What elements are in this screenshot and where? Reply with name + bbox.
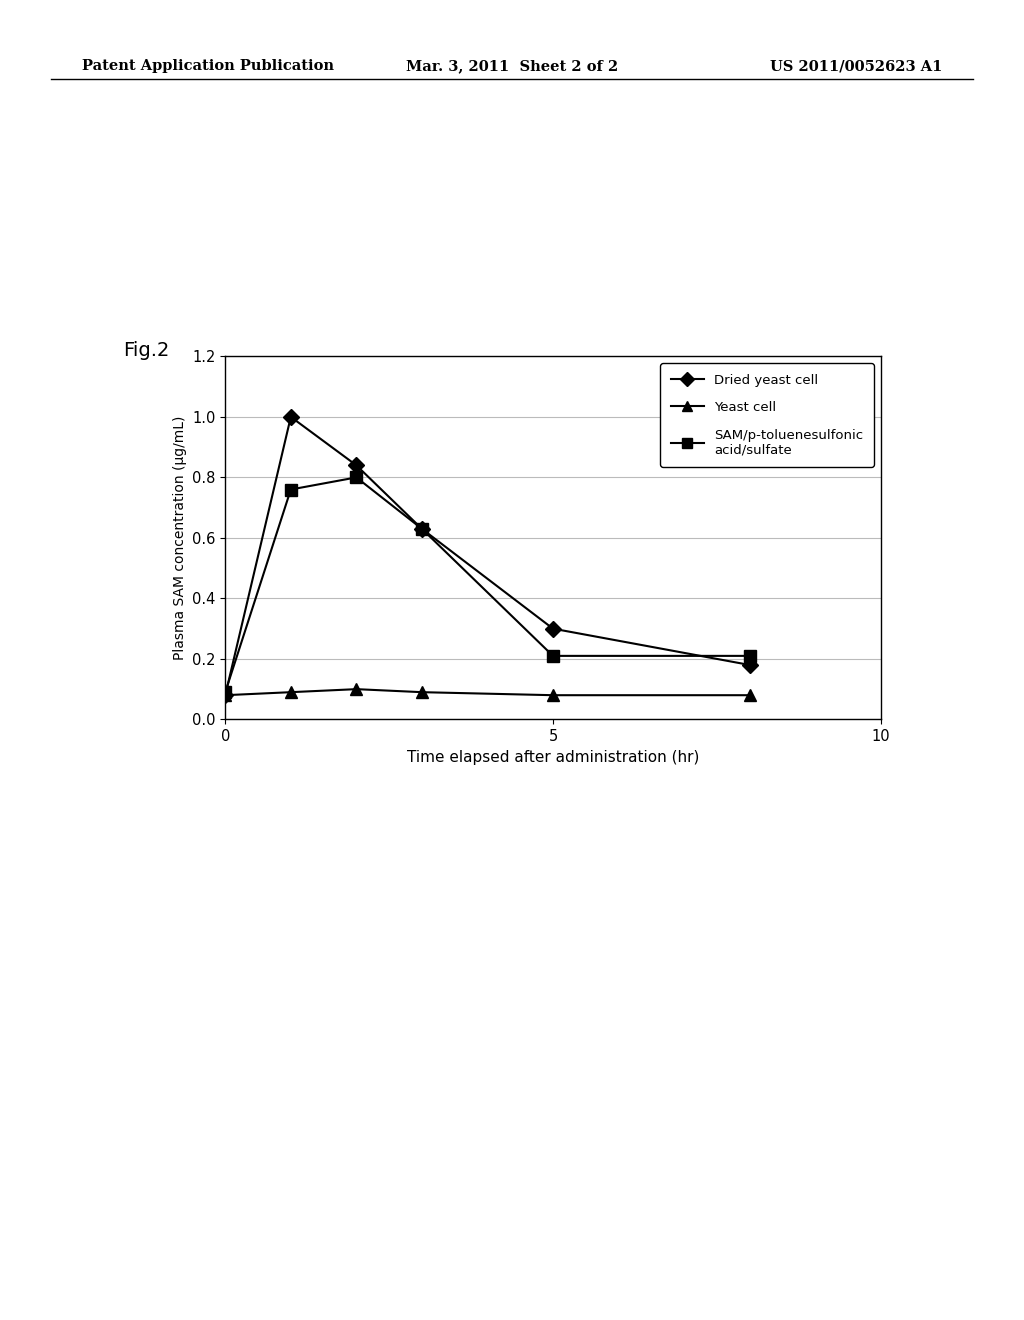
Dried yeast cell — [219, 688, 231, 704]
X-axis label: Time elapsed after administration (hr): Time elapsed after administration (hr) — [407, 750, 699, 764]
Dried yeast cell — [743, 657, 756, 673]
Text: US 2011/0052623 A1: US 2011/0052623 A1 — [770, 59, 942, 74]
Line: Yeast cell: Yeast cell — [220, 684, 755, 701]
SAM/p-toluenesulfonic
acid/sulfate — [416, 521, 428, 537]
Line: Dried yeast cell: Dried yeast cell — [220, 412, 755, 701]
Y-axis label: Plasma SAM concentration (μg/mL): Plasma SAM concentration (μg/mL) — [172, 416, 186, 660]
Dried yeast cell — [416, 521, 428, 537]
Yeast cell — [285, 684, 297, 700]
Yeast cell — [743, 688, 756, 704]
Text: Patent Application Publication: Patent Application Publication — [82, 59, 334, 74]
Yeast cell — [416, 684, 428, 700]
Yeast cell — [350, 681, 362, 697]
Legend: Dried yeast cell, Yeast cell, SAM/p-toluenesulfonic
acid/sulfate: Dried yeast cell, Yeast cell, SAM/p-tolu… — [660, 363, 874, 467]
Dried yeast cell — [350, 457, 362, 473]
Text: Mar. 3, 2011  Sheet 2 of 2: Mar. 3, 2011 Sheet 2 of 2 — [406, 59, 618, 74]
SAM/p-toluenesulfonic
acid/sulfate — [219, 684, 231, 700]
SAM/p-toluenesulfonic
acid/sulfate — [285, 482, 297, 498]
Text: Fig.2: Fig.2 — [123, 341, 169, 359]
Dried yeast cell — [547, 620, 559, 636]
Line: SAM/p-toluenesulfonic
acid/sulfate: SAM/p-toluenesulfonic acid/sulfate — [220, 471, 755, 698]
SAM/p-toluenesulfonic
acid/sulfate — [547, 648, 559, 664]
SAM/p-toluenesulfonic
acid/sulfate — [350, 470, 362, 486]
Yeast cell — [219, 688, 231, 704]
Yeast cell — [547, 688, 559, 704]
SAM/p-toluenesulfonic
acid/sulfate — [743, 648, 756, 664]
Dried yeast cell — [285, 409, 297, 425]
